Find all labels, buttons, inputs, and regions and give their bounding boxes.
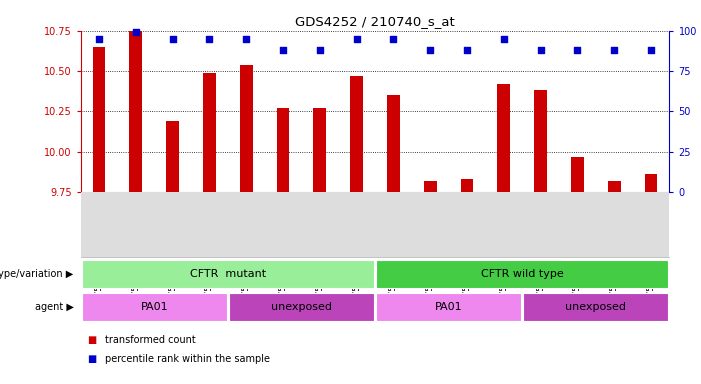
Text: agent ▶: agent ▶ (35, 302, 74, 312)
Bar (93, 47, 105, 192)
Text: genotype/variation ▶: genotype/variation ▶ (0, 269, 74, 279)
Bar (645, 174, 658, 192)
Text: PA01: PA01 (140, 302, 168, 312)
Text: PA01: PA01 (435, 302, 463, 312)
Bar (229, 293, 374, 321)
Point (461, 47, 472, 53)
Text: unexposed: unexposed (565, 302, 627, 312)
Point (130, 29, 142, 35)
Point (240, 36, 252, 42)
Bar (203, 73, 216, 192)
Bar (130, 31, 142, 192)
Text: unexposed: unexposed (271, 302, 332, 312)
Bar (350, 76, 363, 192)
Point (646, 47, 657, 53)
Point (93, 36, 104, 42)
Text: ■: ■ (88, 354, 97, 364)
Bar (571, 157, 584, 192)
Bar (498, 84, 510, 192)
Point (608, 47, 620, 53)
Bar (461, 179, 473, 192)
Bar (82, 293, 226, 321)
Point (351, 36, 362, 42)
Bar (277, 108, 290, 192)
Bar (608, 181, 620, 192)
Point (167, 36, 178, 42)
Title: GDS4252 / 210740_s_at: GDS4252 / 210740_s_at (295, 15, 455, 28)
Text: CFTR wild type: CFTR wild type (481, 269, 564, 279)
Bar (534, 90, 547, 192)
Text: percentile rank within the sample: percentile rank within the sample (105, 354, 270, 364)
Bar (424, 181, 437, 192)
Point (572, 47, 583, 53)
Point (204, 36, 215, 42)
Bar (524, 293, 668, 321)
Text: ■: ■ (88, 335, 97, 345)
Point (388, 36, 399, 42)
Point (278, 47, 289, 53)
Point (425, 47, 436, 53)
Bar (240, 65, 252, 192)
Text: transformed count: transformed count (105, 335, 196, 345)
Bar (313, 108, 326, 192)
Point (498, 36, 510, 42)
Text: CFTR  mutant: CFTR mutant (190, 269, 266, 279)
Point (314, 47, 325, 53)
Bar (387, 95, 400, 192)
Bar (376, 293, 521, 321)
Point (535, 47, 546, 53)
Bar (376, 260, 668, 288)
Bar (166, 121, 179, 192)
Bar (82, 260, 374, 288)
